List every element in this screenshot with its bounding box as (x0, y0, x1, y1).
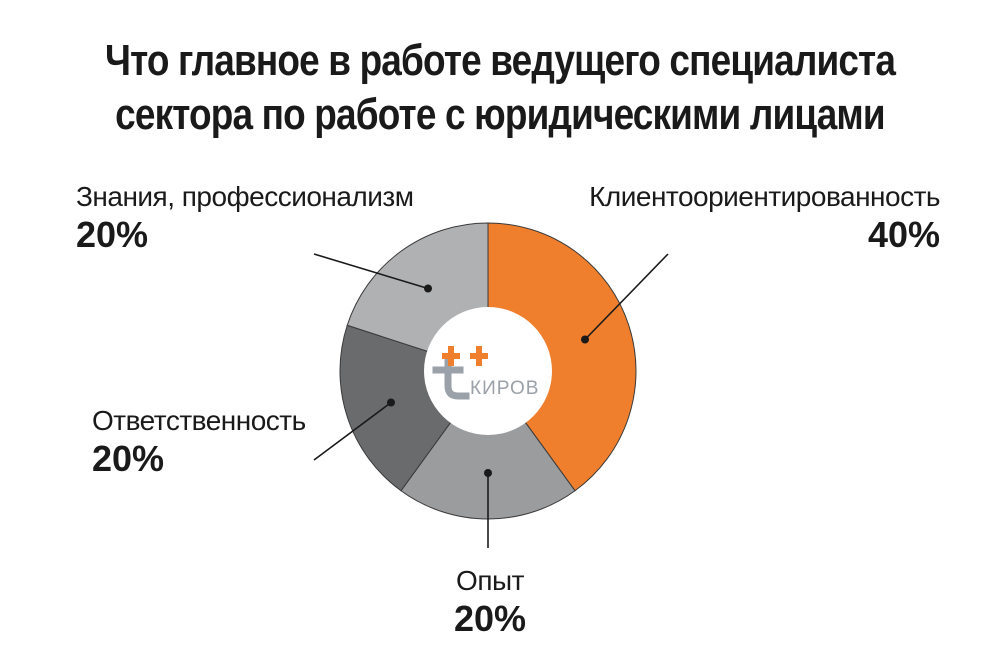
label-responsibility: Ответственность 20% (92, 404, 306, 480)
leader-line (313, 253, 429, 290)
donut-hole (424, 307, 552, 435)
label-value: 20% (453, 598, 527, 639)
label-client-orientation: Клиентоориентированность 40% (589, 180, 940, 256)
leader-line (584, 253, 669, 341)
label-name: Знания, профессионализм (76, 181, 414, 212)
chart-title-line-1: Что главное в работе ведущего специалист… (104, 36, 896, 85)
label-value: 20% (92, 438, 165, 479)
chart-title: Что главное в работе ведущего специалист… (80, 34, 920, 142)
label-experience: Опыт 20% (430, 564, 550, 640)
label-knowledge: Знания, профессионализм 20% (76, 180, 414, 256)
logo-text: КИРОВ (470, 378, 539, 399)
chart-title-line-2: сектора по работе с юридическими лицами (115, 90, 885, 139)
label-name: Опыт (456, 565, 524, 596)
label-name: Ответственность (92, 405, 306, 436)
label-name: Клиентоориентированность (589, 181, 940, 212)
slice-client-orientation (487, 222, 637, 492)
label-value: 40% (867, 214, 940, 255)
leader-line (313, 401, 392, 461)
label-value: 20% (76, 214, 149, 255)
t2-logo: КИРОВ (432, 346, 539, 400)
